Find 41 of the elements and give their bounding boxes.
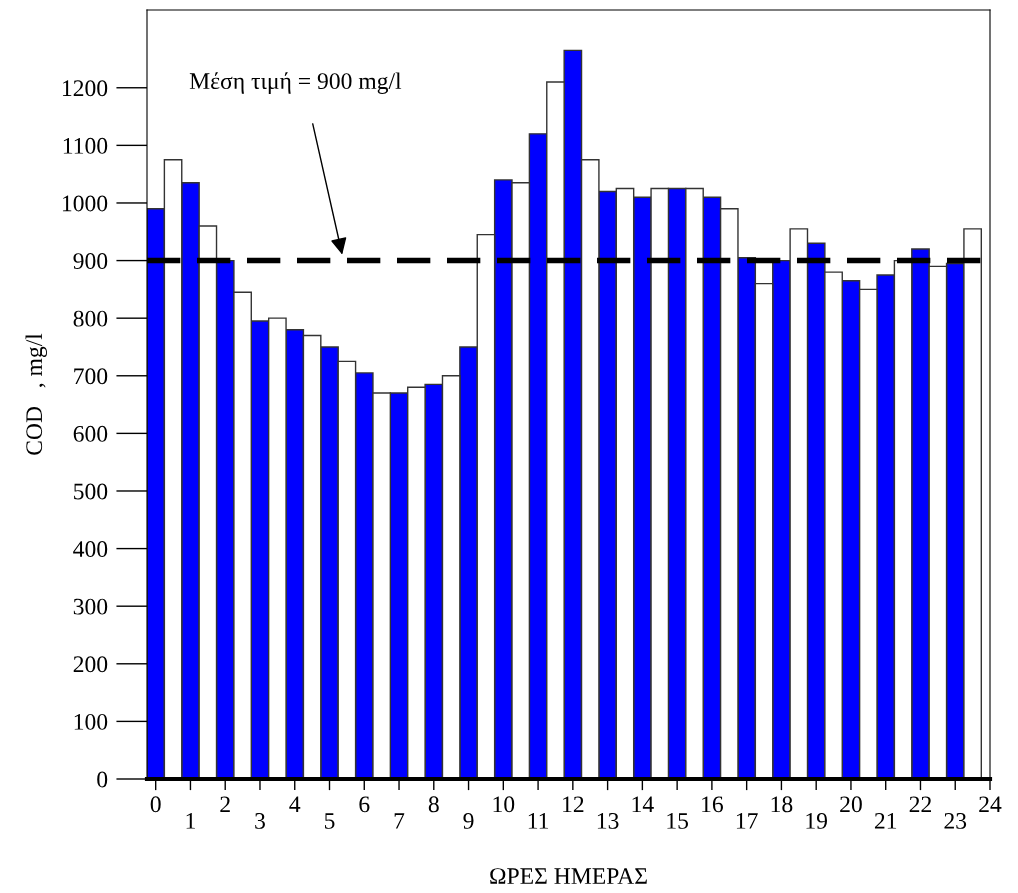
y-tick-label: 1100 — [63, 137, 108, 154]
x-tick-label: 2 — [220, 796, 230, 813]
x-tick-label: 18 — [771, 796, 793, 813]
x-tick-label: 0 — [150, 796, 161, 813]
y-tick-label: 700 — [74, 368, 108, 385]
x-tick-label: 10 — [493, 796, 515, 813]
x-tick-label: 16 — [702, 796, 723, 813]
y-tick-label: 0 — [97, 771, 108, 788]
y-tick-label: 300 — [73, 598, 108, 615]
x2-tick-label: 19 — [806, 812, 828, 829]
x2-tick-label: 23 — [944, 812, 967, 829]
x2-tick-label: 11 — [528, 813, 549, 829]
x2-tick-label: 7 — [394, 813, 405, 829]
x-tick-label: 24 — [979, 796, 1002, 813]
x2-tick-label: 21 — [874, 812, 897, 829]
y-axis-title: COD , mg/l — [25, 333, 47, 455]
x2-tick-label: 1 — [186, 813, 195, 829]
y-tick-label: 600 — [73, 425, 108, 442]
y-tick-label: 100 — [74, 713, 108, 730]
x2-tick-label: 17 — [736, 813, 758, 829]
y-tick-label: 1200 — [62, 80, 108, 97]
annotation: Μέση τιμή = 900 mg/l — [189, 72, 402, 94]
y-tick-label: 400 — [73, 541, 108, 558]
x-tick-label: 6 — [359, 796, 370, 813]
y-tick-label: 200 — [73, 656, 108, 673]
x-tick-label: 8 — [428, 796, 439, 813]
y-tick-label: 800 — [73, 310, 108, 327]
x-tick-label: 14 — [632, 796, 654, 813]
x-tick-label: 12 — [563, 796, 584, 813]
y-tick-label: 500 — [74, 483, 108, 500]
x2-tick-label: 3 — [255, 812, 265, 829]
y-tick-label: 900 — [73, 253, 108, 269]
x2-tick-label: 5 — [324, 813, 335, 829]
y-tick-label: 1000 — [62, 195, 108, 212]
x-tick-label: 20 — [840, 796, 862, 813]
x2-tick-label: 9 — [463, 812, 474, 829]
x2-tick-label: 13 — [597, 812, 619, 829]
x-tick-label: 22 — [909, 796, 931, 813]
x-axis-title: ΩΡΕΣ ΗΜΕΡΑΣ — [490, 868, 647, 884]
x2-tick-label: 15 — [667, 813, 689, 829]
x-tick-label: 4 — [289, 796, 301, 813]
